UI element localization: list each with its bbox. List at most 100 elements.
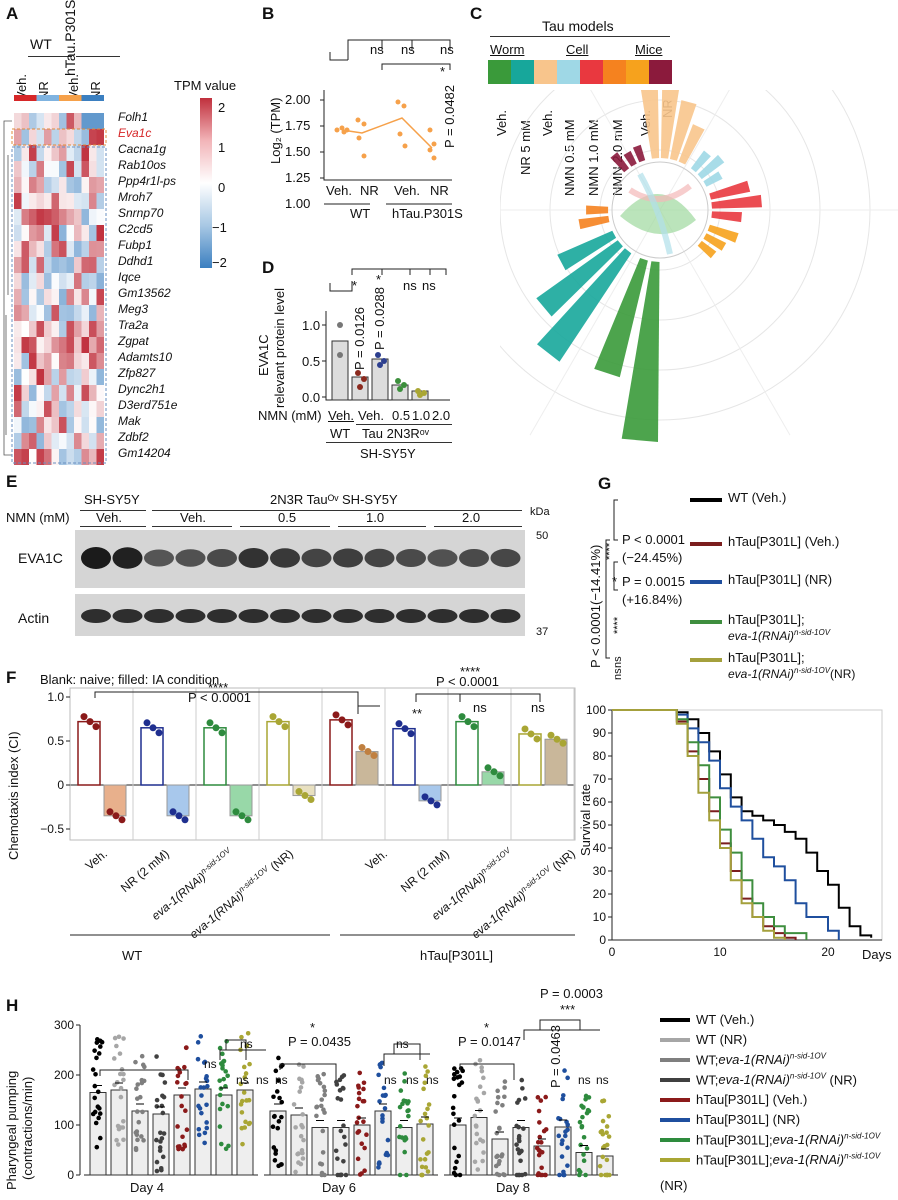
x-label: NR (2 mM): [118, 847, 172, 895]
heatmap-cell: [74, 401, 82, 417]
data-point: [458, 713, 466, 721]
legend-last: (NR): [660, 1178, 688, 1193]
marker-50: 50: [536, 530, 549, 542]
circular-bar: [536, 240, 623, 317]
heatmap-cell: [36, 385, 44, 401]
sig-ns: ns: [204, 1057, 217, 1071]
data-point: [174, 1080, 180, 1085]
data-point: [121, 1071, 126, 1077]
data-point: [456, 1153, 462, 1159]
data-point: [500, 1102, 505, 1108]
heatmap-cell: [59, 225, 67, 241]
data-point: [118, 1085, 124, 1091]
circular-bar: [621, 261, 660, 442]
heatmap-cell: [44, 241, 52, 257]
data-point: [204, 1120, 209, 1125]
circular-bar: [690, 150, 711, 173]
data-point: [139, 1077, 145, 1083]
heatmap-cell: [14, 241, 22, 257]
sig-ns: ns: [596, 1073, 609, 1087]
heatmap-cell: [96, 417, 104, 433]
heatmap-cell: [81, 145, 89, 161]
data-point: [320, 1150, 326, 1155]
data-point: [422, 1111, 428, 1117]
data-point: [307, 796, 315, 804]
heatmap-cell: [66, 177, 74, 193]
data-point: [600, 1154, 606, 1160]
tick-label: 10: [593, 910, 607, 924]
data-point: [296, 1151, 301, 1156]
heatmap-cell: [89, 289, 97, 305]
heatmap-cell: [96, 449, 104, 465]
data-point: [321, 1084, 327, 1090]
heatmap-cell: [29, 161, 37, 177]
model-swatch: [580, 60, 603, 84]
data-point: [296, 1062, 302, 1067]
data-point: [93, 1072, 98, 1077]
heatmap-cell: [14, 369, 22, 385]
heatmap-cell: [36, 369, 44, 385]
heatmap-cell: [66, 193, 74, 209]
data-point: [358, 744, 366, 752]
data-point: [606, 1113, 612, 1119]
data-point: [223, 1069, 228, 1074]
data-point: [560, 1093, 566, 1098]
data-point: [397, 1104, 403, 1110]
x-label: Veh.: [83, 847, 110, 873]
data-point: [149, 724, 157, 732]
data-point: [521, 725, 529, 733]
band-actin: [81, 609, 111, 623]
legend-title: TPM value: [174, 78, 237, 93]
data-point: [403, 1098, 408, 1104]
heatmap-cell: [51, 209, 59, 225]
data-point: [380, 1113, 385, 1118]
heatmap-cell: [89, 449, 97, 465]
heatmap-cell: [14, 289, 22, 305]
heatmap-cell: [29, 385, 37, 401]
heatmap-cell: [51, 113, 59, 129]
heatmap-cell: [96, 401, 104, 417]
tick-label: 90: [593, 726, 607, 740]
sig-ns: ns: [240, 1037, 253, 1051]
y-label-2: (contractions/min): [20, 1076, 35, 1180]
heatmap: [3, 95, 107, 465]
data-point: [136, 1119, 142, 1125]
heatmap-cell: [96, 145, 104, 161]
data-point: [397, 1134, 402, 1140]
gene-label: Gm14204: [118, 446, 171, 460]
data-point: [183, 1108, 188, 1114]
data-point: [334, 1079, 339, 1085]
x-tick: 1.0: [412, 408, 431, 423]
legend-label: hTau[P301L];: [728, 650, 805, 665]
x-tick: 2.0: [432, 408, 451, 423]
group-label: Tau 2N3Rᵒᵛ: [362, 426, 429, 441]
condition-swatch: [36, 95, 44, 101]
data-point: [402, 1071, 408, 1076]
stat: ns: [612, 668, 624, 680]
y-tick: 1.00: [285, 196, 311, 211]
bar: [311, 1127, 329, 1176]
heatmap-cell: [14, 129, 22, 145]
data-point: [423, 1165, 429, 1170]
p-value: P < 0.0001: [436, 674, 500, 689]
sig-star: *: [440, 64, 446, 79]
bar: [152, 1113, 170, 1176]
sig-stars: ****: [208, 680, 229, 695]
data-point: [94, 1055, 99, 1061]
heatmap-cell: [14, 401, 22, 417]
bar-naive: [329, 719, 353, 786]
panel-g-label: G: [598, 474, 612, 493]
data-point: [316, 1076, 321, 1081]
heatmap-cell: [29, 449, 37, 465]
data-point: [557, 1172, 562, 1178]
heatmap-cell: [51, 305, 59, 321]
data-point: [162, 1080, 168, 1085]
legend-label: hTau[P301L] (Veh.): [696, 1092, 808, 1107]
heatmap-cell: [74, 257, 82, 273]
tick-label: 20: [593, 887, 607, 901]
data-point: [319, 1097, 325, 1102]
data-point: [536, 1108, 542, 1114]
panel-b-chart: [320, 39, 452, 205]
legend-label: hTau[P301L];: [728, 612, 805, 627]
data-point: [341, 1158, 346, 1164]
